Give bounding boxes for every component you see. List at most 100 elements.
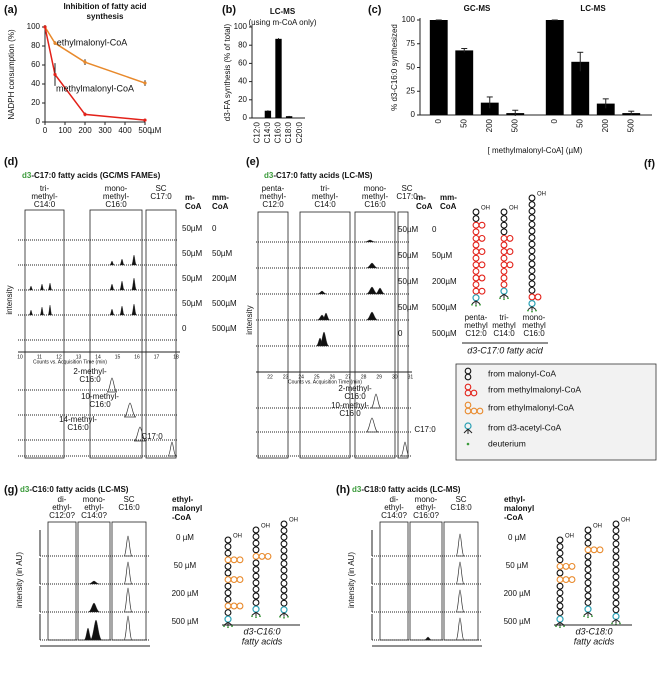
deuterium-dot — [563, 625, 565, 628]
standard-peak — [400, 441, 410, 457]
standard-label: C16:0 — [344, 392, 366, 401]
legend-icon — [476, 407, 484, 415]
peak — [131, 277, 137, 291]
deuterium-dot — [527, 309, 529, 312]
row-label: 200µM — [212, 274, 237, 283]
x-tick-label: 200 — [78, 126, 92, 135]
group-title: LC-MS — [580, 4, 606, 13]
branch-carbon — [230, 602, 238, 610]
branch-carbon — [562, 562, 570, 570]
x-unit: µM — [150, 126, 162, 135]
y-tick-label: 100 — [402, 15, 416, 24]
acetyl-bond — [499, 293, 505, 298]
row-header: CoA — [212, 202, 229, 211]
row-label: 500µM — [212, 299, 237, 308]
column-header: SC — [155, 184, 166, 193]
carbon — [280, 593, 288, 601]
legend-icon — [464, 373, 472, 381]
column-header: SC — [455, 495, 466, 504]
x-tick-label: 12 — [56, 354, 62, 360]
row-label: 0 — [212, 224, 217, 233]
standard-peak — [455, 533, 465, 557]
carbon — [584, 559, 592, 567]
branch-carbon — [230, 556, 238, 564]
acetyl-unit — [528, 300, 536, 308]
deuterium-dot — [227, 626, 229, 629]
acetyl-bond — [531, 306, 537, 311]
bar — [429, 20, 448, 115]
carbon — [252, 592, 260, 600]
column-box — [24, 209, 65, 459]
column-header: C18:0 — [450, 503, 472, 512]
carbon — [472, 261, 480, 269]
standard-label: C17:0 — [414, 425, 436, 434]
y-tick-label: 60 — [238, 59, 247, 68]
x-tick-label: 400 — [118, 126, 132, 135]
carbon — [472, 254, 480, 262]
carbon — [612, 606, 620, 614]
y-tick-label: 25 — [406, 86, 415, 95]
branch-carbon — [562, 576, 570, 584]
row-header: m- — [416, 193, 426, 202]
title-prefix: d3 — [22, 171, 32, 180]
column-header: methyl- — [312, 192, 339, 201]
hydroxyl-label: OH — [481, 206, 490, 212]
deuterium-dot — [279, 615, 281, 618]
column-header: C14:0 — [34, 200, 56, 209]
carbon — [528, 220, 536, 228]
panel-label: (g) — [4, 484, 18, 496]
x-tick-label: 100 — [58, 126, 72, 135]
title-text: -C16:0 fatty acids (LC-MS) — [29, 485, 128, 494]
chart-title: LC-MS — [270, 7, 296, 16]
chain-label: C16:0 — [523, 329, 545, 338]
column-box — [145, 209, 177, 459]
carbon — [556, 602, 564, 610]
row-label: 50µM — [182, 224, 203, 233]
carbon — [612, 560, 620, 568]
carbon — [584, 572, 592, 580]
carbon — [612, 533, 620, 541]
x-tick-label: 16 — [134, 354, 140, 360]
column-header: SC — [401, 184, 412, 193]
panel-label: (e) — [246, 156, 260, 168]
carbon — [612, 586, 620, 594]
row-label: 50µM — [182, 274, 203, 283]
peak — [365, 311, 379, 321]
hydroxyl-label: OH — [509, 206, 518, 212]
carbon — [224, 595, 232, 603]
carbon — [584, 533, 592, 541]
column-header: tri- — [40, 184, 50, 193]
carbon — [280, 560, 288, 568]
fatty-acid-chain — [583, 526, 604, 619]
deuterium-dot — [535, 309, 537, 312]
acetyl-bond — [279, 612, 285, 617]
x-tick-label: 50 — [459, 118, 468, 127]
x-tick-label: 29 — [376, 374, 382, 380]
branch-carbon — [534, 293, 542, 301]
peak — [318, 331, 330, 347]
deuterium-dot — [531, 310, 533, 313]
standard-label: C17:0 — [141, 432, 163, 441]
carbon — [528, 260, 536, 268]
carbon — [224, 562, 232, 570]
panel-label: (c) — [368, 4, 382, 16]
x-tick-label: 200 — [601, 118, 610, 132]
acetyl-bond — [503, 293, 509, 298]
carbon — [556, 582, 564, 590]
carbon — [584, 552, 592, 560]
y-tick-label: 60 — [31, 60, 40, 69]
carbon — [472, 287, 480, 295]
row-label: 500µM — [212, 324, 237, 333]
row-label: 0 µM — [176, 533, 194, 542]
bar — [275, 38, 282, 118]
column-header: C12:0? — [49, 511, 75, 520]
carbon — [280, 586, 288, 594]
y-axis-label: d3-FA synthesis (% of total) — [223, 23, 232, 121]
x-tick-label: 500 — [510, 118, 519, 132]
legend-label: from ethylmalonyl-CoA — [488, 402, 574, 412]
carbon — [224, 602, 232, 610]
branch-carbon — [590, 546, 598, 554]
carbon — [584, 566, 592, 574]
title-text: -C18:0 fatty acids (LC-MS) — [361, 485, 460, 494]
peak — [89, 619, 103, 641]
